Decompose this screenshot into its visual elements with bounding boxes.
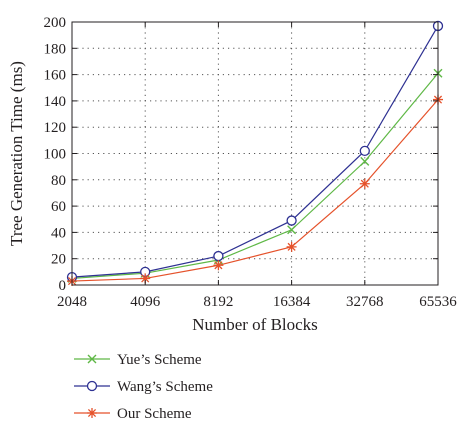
series-line [71,25,439,278]
data-point [286,215,297,226]
y-tick-label: 100 [44,147,67,163]
y-axis-label: Tree Generation Time (ms) [7,61,26,246]
legend-item: Our Scheme [74,406,192,422]
x-tick-label: 4096 [130,294,161,310]
legend-label: Our Scheme [117,406,192,422]
data-point [287,225,297,235]
x-tick-label: 8192 [203,294,233,310]
y-tick-label: 200 [44,15,67,31]
legend-label: Wang’s Scheme [117,379,213,395]
data-point [360,156,370,166]
y-tick-label: 160 [44,68,67,84]
legend-item: Wang’s Scheme [74,379,213,395]
series-line [71,99,439,282]
legend-label: Yue’s Scheme [117,352,202,368]
y-tick-label: 140 [44,94,67,110]
x-tick-label: 16384 [273,294,311,310]
data-point [286,241,297,252]
axis-ticks: 0 20 40 60 80 100 120 140 160 180 200 2048 4096 8192 1… [44,15,458,310]
legend-item: Yue’s Scheme [74,352,202,368]
x-tick-label: 32768 [346,294,384,310]
data-point [359,178,370,189]
data-point [140,273,151,284]
legend-marker [87,354,97,364]
x-tick-label: 65536 [419,294,457,310]
data-point [213,250,224,262]
y-tick-label: 180 [44,41,67,57]
x-tick-label: 2048 [57,294,87,310]
y-tick-label: 40 [51,225,66,241]
y-tick-label: 120 [44,120,67,136]
y-tick-label: 20 [51,252,66,268]
data-point [213,260,224,271]
legend-marker [86,380,98,392]
legend: Yue’s Scheme Wang’s Scheme Our Scheme [74,352,213,422]
legend-marker [87,408,97,418]
y-tick-label: 0 [59,278,67,294]
series-line [71,72,439,280]
x-axis-label: Number of Blocks [192,315,318,334]
grid-lines [72,22,438,285]
y-tick-label: 60 [51,199,66,215]
series-lines [71,25,439,282]
y-tick-label: 80 [51,173,66,189]
data-point [359,145,370,157]
